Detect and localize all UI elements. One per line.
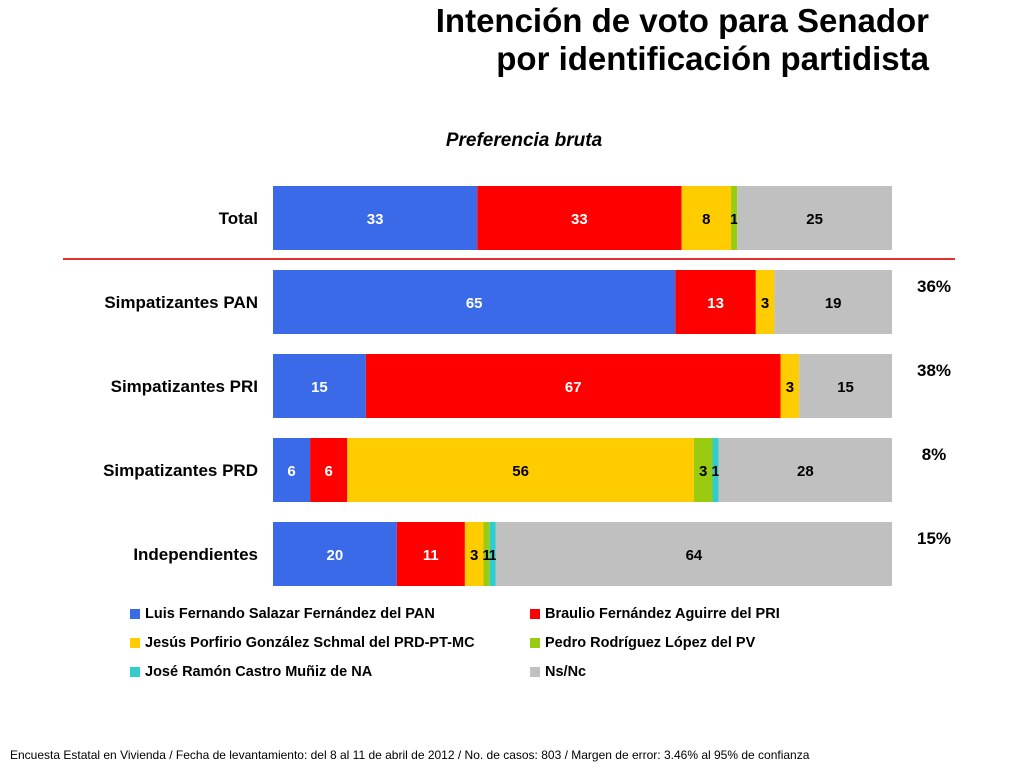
bar-segment <box>273 438 311 502</box>
bar-value-label: 3 <box>699 463 707 480</box>
category-label: Simpatizantes PRI <box>111 377 258 396</box>
bar-segment <box>365 354 781 418</box>
category-label: Total <box>219 209 258 228</box>
legend-label: Braulio Fernández Aguirre del PRI <box>545 605 780 622</box>
group-share-label: 36% <box>917 277 951 296</box>
bar-value-label: 11 <box>423 547 439 564</box>
title-line-2: por identificación partidista <box>496 40 929 77</box>
bar-segment <box>464 522 484 586</box>
bar-value-label: 6 <box>287 463 295 480</box>
bar-value-label: 1 <box>482 547 490 564</box>
group-share-label: 8% <box>922 445 947 464</box>
legend-item: Pedro Rodríguez López del PV <box>530 633 890 652</box>
bar-value-label: 65 <box>466 295 483 312</box>
legend-item: Ns/Nc <box>530 662 890 681</box>
legend-label: Ns/Nc <box>545 663 587 680</box>
bar-value-label: 3 <box>786 379 794 396</box>
bar-value-label: 33 <box>571 211 588 228</box>
bar-value-label: 28 <box>797 463 814 480</box>
bar-segment <box>755 270 775 334</box>
legend-swatch <box>530 608 540 619</box>
bar-segment <box>675 270 756 334</box>
bar-segment <box>489 522 496 586</box>
bar-value-label: 13 <box>707 295 724 312</box>
legend-swatch <box>530 666 540 677</box>
bar-segment <box>681 186 732 250</box>
group-share-label: 38% <box>917 361 951 380</box>
bar-segment <box>347 438 694 502</box>
bar-segment <box>273 522 397 586</box>
title-line-1: Intención de voto para Senador <box>435 2 929 39</box>
legend-item: Luis Fernando Salazar Fernández del PAN <box>130 604 530 623</box>
total-divider-line <box>63 258 955 260</box>
bar-value-label: 6 <box>325 463 333 480</box>
bar-value-label: 25 <box>806 211 823 228</box>
bar-segment <box>477 186 682 250</box>
bar-value-label: 1 <box>730 211 738 228</box>
bar-segment <box>495 522 892 586</box>
chart-subtitle: Preferencia bruta <box>445 130 603 151</box>
bar-segment <box>774 270 892 334</box>
bar-value-label: 1 <box>489 547 497 564</box>
bar-segment <box>731 186 738 250</box>
bar-value-label: 67 <box>565 379 582 396</box>
legend-item: Jesús Porfirio González Schmal del PRD-P… <box>130 633 530 652</box>
category-label: Simpatizantes PAN <box>104 293 258 312</box>
legend-label: Pedro Rodríguez López del PV <box>545 634 756 651</box>
bar-value-label: 33 <box>367 211 384 228</box>
group-share-label: 15% <box>917 529 951 548</box>
bar-segment <box>718 438 892 502</box>
bar-value-label: 15 <box>837 379 854 396</box>
bar-value-label: 56 <box>512 463 529 480</box>
legend-swatch <box>130 666 140 677</box>
legend-label: Luis Fernando Salazar Fernández del PAN <box>145 605 435 622</box>
bar-value-label: 3 <box>761 295 769 312</box>
bar-segment <box>273 354 366 418</box>
bar-value-label: 8 <box>702 211 710 228</box>
legend-swatch <box>130 608 140 619</box>
bar-segment <box>737 186 892 250</box>
bar-segment <box>799 354 892 418</box>
bar-segment <box>273 186 478 250</box>
page-title: Intención de voto para Senador por ident… <box>436 2 929 78</box>
bar-segment <box>273 270 676 334</box>
bar-value-label: 15 <box>311 379 328 396</box>
bar-segment <box>780 354 800 418</box>
bar-segment <box>396 522 465 586</box>
legend-label: José Ramón Castro Muñiz de NA <box>145 663 373 680</box>
bar-value-label: 19 <box>825 295 842 312</box>
legend-item: Braulio Fernández Aguirre del PRI <box>530 604 890 623</box>
bar-segment <box>483 522 490 586</box>
bar-value-label: 64 <box>686 547 703 564</box>
legend-item: José Ramón Castro Muñiz de NA <box>130 662 530 681</box>
bar-segment <box>310 438 348 502</box>
legend-label: Jesús Porfirio González Schmal del PRD-P… <box>145 634 475 651</box>
bar-value-label: 20 <box>327 547 344 564</box>
category-label: Independientes <box>133 545 258 564</box>
survey-footnote: Encuesta Estatal en Vivienda / Fecha de … <box>10 748 810 762</box>
legend-swatch <box>130 637 140 648</box>
bar-segment <box>712 438 719 502</box>
bar-value-label: 3 <box>470 547 478 564</box>
legend-swatch <box>530 637 540 648</box>
bar-segment <box>693 438 713 502</box>
chart-legend: Luis Fernando Salazar Fernández del PAN B… <box>130 604 890 681</box>
bar-value-label: 1 <box>711 463 719 480</box>
category-label: Simpatizantes PRD <box>103 461 258 480</box>
